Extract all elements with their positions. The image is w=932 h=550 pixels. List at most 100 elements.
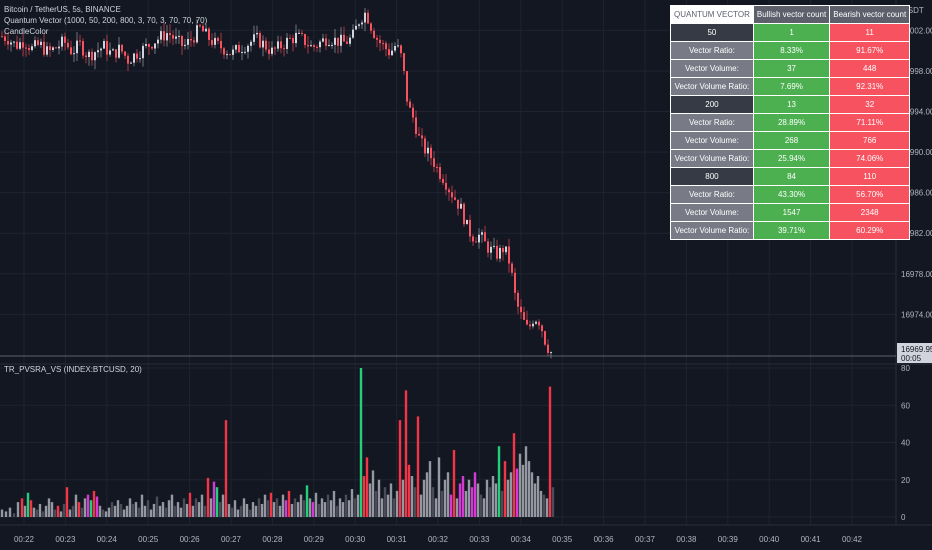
- candle-body: [427, 147, 429, 154]
- volume-bar: [164, 507, 168, 517]
- candle-body: [463, 203, 465, 225]
- volume-bar: [527, 461, 531, 517]
- table-row-label: 800: [670, 167, 754, 186]
- volume-bar: [461, 476, 465, 517]
- volume-bar: [467, 479, 471, 517]
- volume-bar: [242, 498, 246, 517]
- table-bear-value: 448: [829, 59, 911, 78]
- volume-bar: [485, 479, 489, 517]
- volume-bar: [191, 505, 195, 517]
- candle-body: [103, 41, 105, 49]
- volume-bar: [509, 472, 513, 517]
- candle-body: [439, 167, 441, 179]
- table-bear-value: 56.70%: [829, 185, 911, 204]
- volume-bar: [200, 494, 204, 517]
- candle-body: [202, 25, 204, 32]
- candle-body: [169, 33, 171, 36]
- table-row: Vector Volume Ratio: 7.69% 92.31%: [670, 77, 911, 96]
- candle-body: [412, 107, 414, 118]
- candle-body: [151, 46, 153, 49]
- volume-bar: [140, 494, 144, 517]
- price-tick-label: 16990.00: [901, 148, 932, 157]
- candle-body: [223, 48, 225, 55]
- volume-bar: [134, 502, 138, 517]
- table-bear-value: 32: [829, 95, 911, 114]
- volume-bar: [371, 470, 375, 517]
- volume-bar: [110, 502, 114, 517]
- table-row-label: Vector Ratio:: [670, 113, 754, 132]
- table-bull-value: 7.69%: [752, 77, 831, 96]
- candle-body: [22, 42, 24, 48]
- volume-bar: [29, 500, 33, 517]
- candle-body: [328, 44, 330, 46]
- candle-body: [310, 45, 312, 47]
- volume-bar: [83, 498, 87, 517]
- candle-body: [1, 36, 3, 38]
- volume-bar: [56, 505, 60, 517]
- volume-bar: [365, 457, 369, 517]
- table-row: 50 1 11: [670, 23, 911, 42]
- candle-body: [208, 28, 210, 40]
- volume-bar: [209, 498, 213, 517]
- volume-bar: [287, 490, 291, 517]
- volume-bar: [419, 494, 423, 517]
- candle-body: [130, 62, 132, 64]
- candle-body: [7, 41, 9, 45]
- candle-body: [67, 42, 69, 48]
- volume-bar: [269, 492, 273, 517]
- volume-bar: [152, 503, 156, 517]
- volume-bar: [197, 502, 201, 517]
- table-row-label: Vector Volume Ratio:: [670, 77, 754, 96]
- volume-bar: [206, 477, 210, 517]
- candle-body: [532, 323, 534, 327]
- volume-bar: [452, 449, 456, 517]
- candle-body: [319, 41, 321, 48]
- table-row-label: Vector Volume Ratio:: [670, 149, 754, 168]
- volume-bar: [386, 494, 390, 517]
- candle-body: [256, 32, 258, 35]
- table-header-row: QUANTUM VECTOR Bullish vector count Bear…: [670, 5, 911, 24]
- candle-body: [118, 44, 120, 58]
- candle-body: [334, 37, 336, 45]
- volume-bar: [23, 505, 27, 517]
- candle-body: [430, 147, 432, 159]
- candle-body: [178, 35, 180, 37]
- table-bear-value: 60.29%: [829, 221, 911, 240]
- candle-body: [241, 51, 243, 53]
- candle-body: [250, 41, 252, 46]
- candle-body: [70, 47, 72, 55]
- volume-bar: [329, 500, 333, 517]
- candle-body: [361, 22, 363, 25]
- volume-bar: [59, 511, 63, 517]
- candle-body: [406, 71, 408, 102]
- candle-body: [451, 192, 453, 198]
- candle-body: [79, 40, 81, 42]
- volume-bar: [119, 503, 123, 517]
- table-bull-value: 84: [752, 167, 831, 186]
- candle-body: [403, 53, 405, 72]
- candle-body: [181, 35, 183, 46]
- candle-body: [211, 39, 213, 45]
- table-bull-value: 37: [752, 59, 831, 78]
- candle-body: [298, 32, 300, 34]
- candle-body: [508, 246, 510, 264]
- volume-bar: [416, 416, 420, 517]
- candle-body: [478, 234, 480, 243]
- candle-body: [55, 47, 57, 49]
- candle-body: [172, 35, 174, 39]
- candle-body: [253, 34, 255, 42]
- candle-body: [322, 38, 324, 42]
- indicator-legend: Quantum Vector (1000, 50, 200, 800, 3, 7…: [4, 16, 208, 25]
- volume-bar: [533, 483, 537, 517]
- volume-bar: [464, 490, 468, 517]
- volume-bar: [311, 502, 315, 517]
- volume-bar: [449, 494, 453, 517]
- volume-bar: [0, 509, 4, 517]
- volume-bar: [476, 483, 480, 517]
- time-tick-label: 00:33: [469, 535, 490, 544]
- candle-body: [124, 51, 126, 56]
- volume-bar: [143, 505, 147, 517]
- candle-body: [265, 40, 267, 50]
- candle-body: [550, 352, 552, 354]
- candle-body: [166, 33, 168, 41]
